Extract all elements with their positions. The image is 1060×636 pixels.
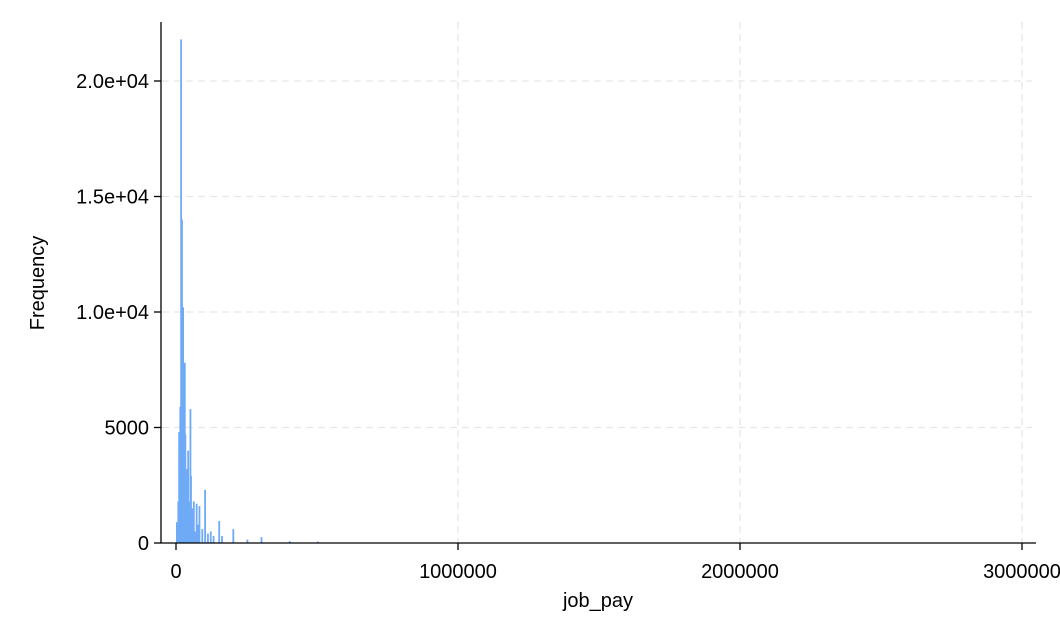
histogram-bar — [212, 536, 215, 543]
histogram-bar — [204, 489, 206, 543]
histogram-bars — [176, 39, 319, 544]
histogram-bar — [260, 537, 263, 543]
histogram-bar — [187, 450, 190, 543]
histogram-bar — [176, 522, 178, 543]
x-tick-label: 2000000 — [701, 561, 779, 583]
x-tick-label: 0 — [170, 561, 181, 583]
histogram-bar — [192, 501, 195, 543]
x-tick-label: 1000000 — [419, 561, 497, 583]
y-tick-label: 2.0e+04 — [76, 71, 149, 93]
histogram-bar — [232, 529, 235, 543]
histogram-bar — [317, 541, 319, 543]
histogram-bar — [198, 506, 201, 543]
histogram-bar — [197, 524, 199, 543]
histogram-bar — [221, 536, 223, 543]
grid-lines — [162, 22, 1032, 542]
axes — [160, 22, 1036, 544]
y-axis-title: Frequency — [27, 236, 49, 331]
histogram-bar — [209, 531, 212, 543]
axis-ticks: 0 5000 1.0e+04 1.5e+04 2.0e+04 0 1000000 200000… — [76, 71, 1060, 583]
y-tick-label: 5000 — [105, 418, 150, 440]
histogram-bar — [190, 476, 192, 543]
histogram-bar — [195, 503, 198, 543]
y-tick-label: 1.5e+04 — [76, 187, 149, 209]
histogram-bar — [207, 533, 209, 543]
histogram-bar — [246, 539, 249, 543]
y-tick-label: 1.0e+04 — [76, 302, 149, 324]
histogram-bar — [201, 529, 204, 543]
x-tick-label: 3000000 — [983, 561, 1060, 583]
histogram-bar — [194, 531, 197, 543]
histogram-bar — [182, 307, 185, 543]
histogram-bar — [178, 432, 181, 543]
histogram-bar — [191, 508, 194, 543]
x-axis-title: job_pay — [562, 590, 633, 612]
y-tick-label: 0 — [138, 533, 149, 555]
histogram-bar — [218, 521, 221, 543]
histogram-bar — [288, 541, 291, 543]
